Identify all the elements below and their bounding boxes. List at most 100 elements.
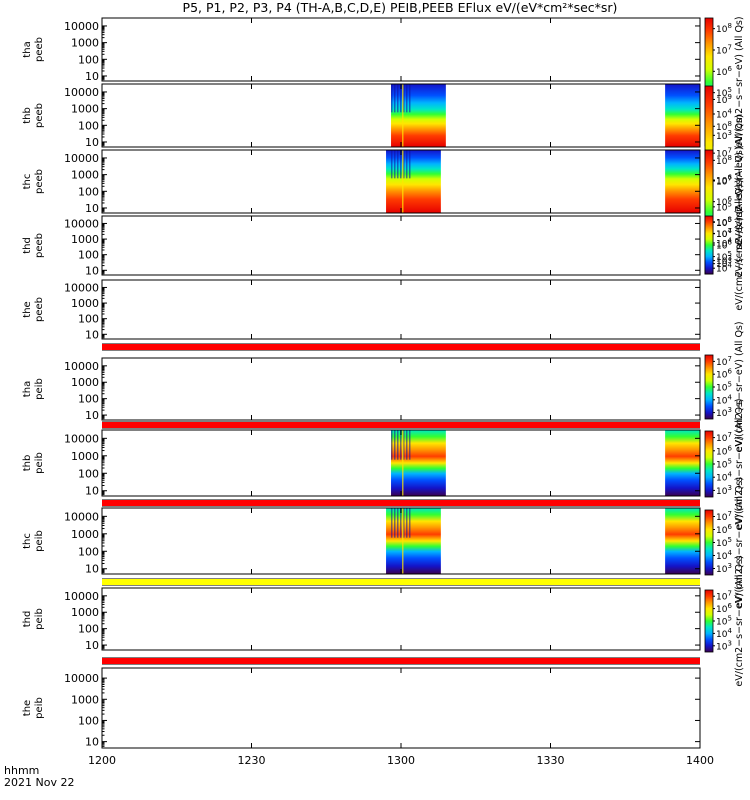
flag-bar xyxy=(102,500,700,506)
panel-label-product: peib xyxy=(34,452,45,474)
y-tick-label: 10000 xyxy=(64,432,99,445)
colorbar-tick-exponent: 3 xyxy=(727,562,731,570)
y-tick-label: 1000 xyxy=(71,693,99,706)
y-tick-label: 100 xyxy=(78,249,99,262)
panel-label-product: peib xyxy=(34,378,45,400)
colorbar-strip xyxy=(704,589,714,653)
panel-label-product: peeb xyxy=(34,103,45,128)
y-tick-label: 1000 xyxy=(71,376,99,389)
spectrogram-texture xyxy=(397,150,399,179)
colorbar-tick-exponent: 8 xyxy=(727,120,731,128)
panel-label-probe: the xyxy=(22,700,33,716)
flag-bar xyxy=(102,579,700,585)
spectrogram-texture xyxy=(391,430,393,460)
x-tick-label: 1200 xyxy=(88,754,116,767)
colorbar-tick-label: 107 xyxy=(716,431,732,444)
colorbar-title: eV/(cm2−s−sr−eV) (All Qs) xyxy=(734,398,745,529)
y-tick-label: 10 xyxy=(85,639,99,652)
panel-frame xyxy=(101,279,701,340)
spectrogram-texture xyxy=(400,84,402,113)
panel-thb-peeb: 10 100 1000 10000 thb peeb xyxy=(22,83,701,149)
colorbar-tick-label: 105 xyxy=(716,536,732,549)
colorbar-tick-label: 105 xyxy=(716,615,732,628)
spectrogram-texture xyxy=(406,508,408,538)
y-tick-label: 10 xyxy=(85,202,99,215)
y-tick-label: 10 xyxy=(85,563,99,576)
colorbar-tick-exponent: 3 xyxy=(727,639,731,647)
panel-frame xyxy=(101,215,701,276)
spectrogram-texture xyxy=(403,430,405,460)
x-tick-label: 1230 xyxy=(238,754,266,767)
colorbar-tick-exponent: 8 xyxy=(727,22,731,30)
y-tick-label: 10 xyxy=(85,264,99,277)
colorbar-tick-exponent: 7 xyxy=(727,227,731,235)
spectrogram-texture xyxy=(394,508,396,538)
colorbar-tick-exponent: 4 xyxy=(727,262,732,270)
colorbar-tick-exponent: 6 xyxy=(727,65,732,73)
flag-bar xyxy=(102,658,700,664)
colorbar-tick-label: 103 xyxy=(716,639,732,652)
spectrogram-streak xyxy=(402,150,404,213)
spectrogram-texture xyxy=(403,508,405,538)
colorbar-tick-exponent: 5 xyxy=(727,458,731,466)
colorbar-tick-exponent: 5 xyxy=(727,381,731,389)
colorbar-tick-label: 103 xyxy=(716,562,732,575)
colorbar-tick-label: 107 xyxy=(716,510,732,523)
spectrogram-texture xyxy=(400,508,402,538)
y-tick-label: 100 xyxy=(78,313,99,326)
y-tick-label: 1000 xyxy=(71,528,99,541)
panel-label-product: peib xyxy=(34,697,45,719)
panel-tha-peib: 10 100 1000 10000 tha peib xyxy=(22,357,701,429)
x-tick-label: 1400 xyxy=(686,754,714,767)
colorbar-tick-exponent: 6 xyxy=(727,602,732,610)
y-tick-label: 100 xyxy=(78,53,99,66)
colorbar-tick-exponent: 3 xyxy=(727,484,731,492)
colorbar-title: eV/(cm2−s−sr−eV) (All Qs) xyxy=(734,114,745,245)
panel-label-probe: thb xyxy=(22,455,33,472)
spectrogram-texture xyxy=(391,150,393,179)
panel-label-product: peib xyxy=(34,608,45,630)
y-tick-label: 10 xyxy=(85,485,99,498)
y-tick-label: 1000 xyxy=(71,37,99,50)
spectrogram-block xyxy=(665,508,700,574)
spectrogram-texture xyxy=(409,430,411,460)
spectrogram-texture xyxy=(406,84,408,113)
colorbar-tick-label: 106 xyxy=(716,602,732,615)
colorbar-tick-exponent: 8 xyxy=(727,215,731,223)
colorbar-tick-label: 106 xyxy=(716,444,732,457)
panel-label-probe: thd xyxy=(22,611,33,628)
x-label-date: 2021 Nov 22 xyxy=(4,776,74,789)
y-tick-label: 1000 xyxy=(71,169,99,182)
colorbar-tick-label: 107 xyxy=(716,590,732,603)
colorbar-strip xyxy=(704,354,714,420)
y-tick-label: 100 xyxy=(78,185,99,198)
panel-thb-peib: 10 100 1000 10000 thb peib xyxy=(22,429,701,507)
colorbar-tick-label: 108 xyxy=(716,22,732,35)
colorbar-tick-exponent: 4 xyxy=(727,227,732,235)
panel-label-probe: thc xyxy=(22,533,33,549)
colorbar-tick-exponent: 4 xyxy=(727,549,732,557)
y-tick-label: 10000 xyxy=(64,86,99,99)
colorbar-tick-exponent: 6 xyxy=(727,239,732,247)
panel-frame xyxy=(101,17,701,82)
y-tick-label: 1000 xyxy=(71,233,99,246)
colorbar-tick-exponent: 3 xyxy=(727,257,731,265)
panel-label-product: peib xyxy=(34,530,45,552)
panel-frame xyxy=(101,587,701,651)
spectrogram-texture xyxy=(400,430,402,460)
panel-thd-peib: 10 100 1000 10000 thd peib xyxy=(22,587,701,665)
y-tick-label: 10000 xyxy=(64,360,99,373)
colorbar-tick-exponent: 7 xyxy=(727,44,731,52)
colorbar-tick-label: 104 xyxy=(716,627,732,640)
colorbar-tick-label: 104 xyxy=(716,108,732,121)
spectrogram-texture xyxy=(397,84,399,113)
x-tick-label: 1300 xyxy=(387,754,415,767)
y-tick-label: 10000 xyxy=(64,20,99,33)
panel-label-product: peeb xyxy=(34,169,45,194)
spectrogram-texture xyxy=(406,150,408,179)
colorbar-tick-exponent: 5 xyxy=(727,200,731,208)
spectrogram-block xyxy=(391,84,446,147)
